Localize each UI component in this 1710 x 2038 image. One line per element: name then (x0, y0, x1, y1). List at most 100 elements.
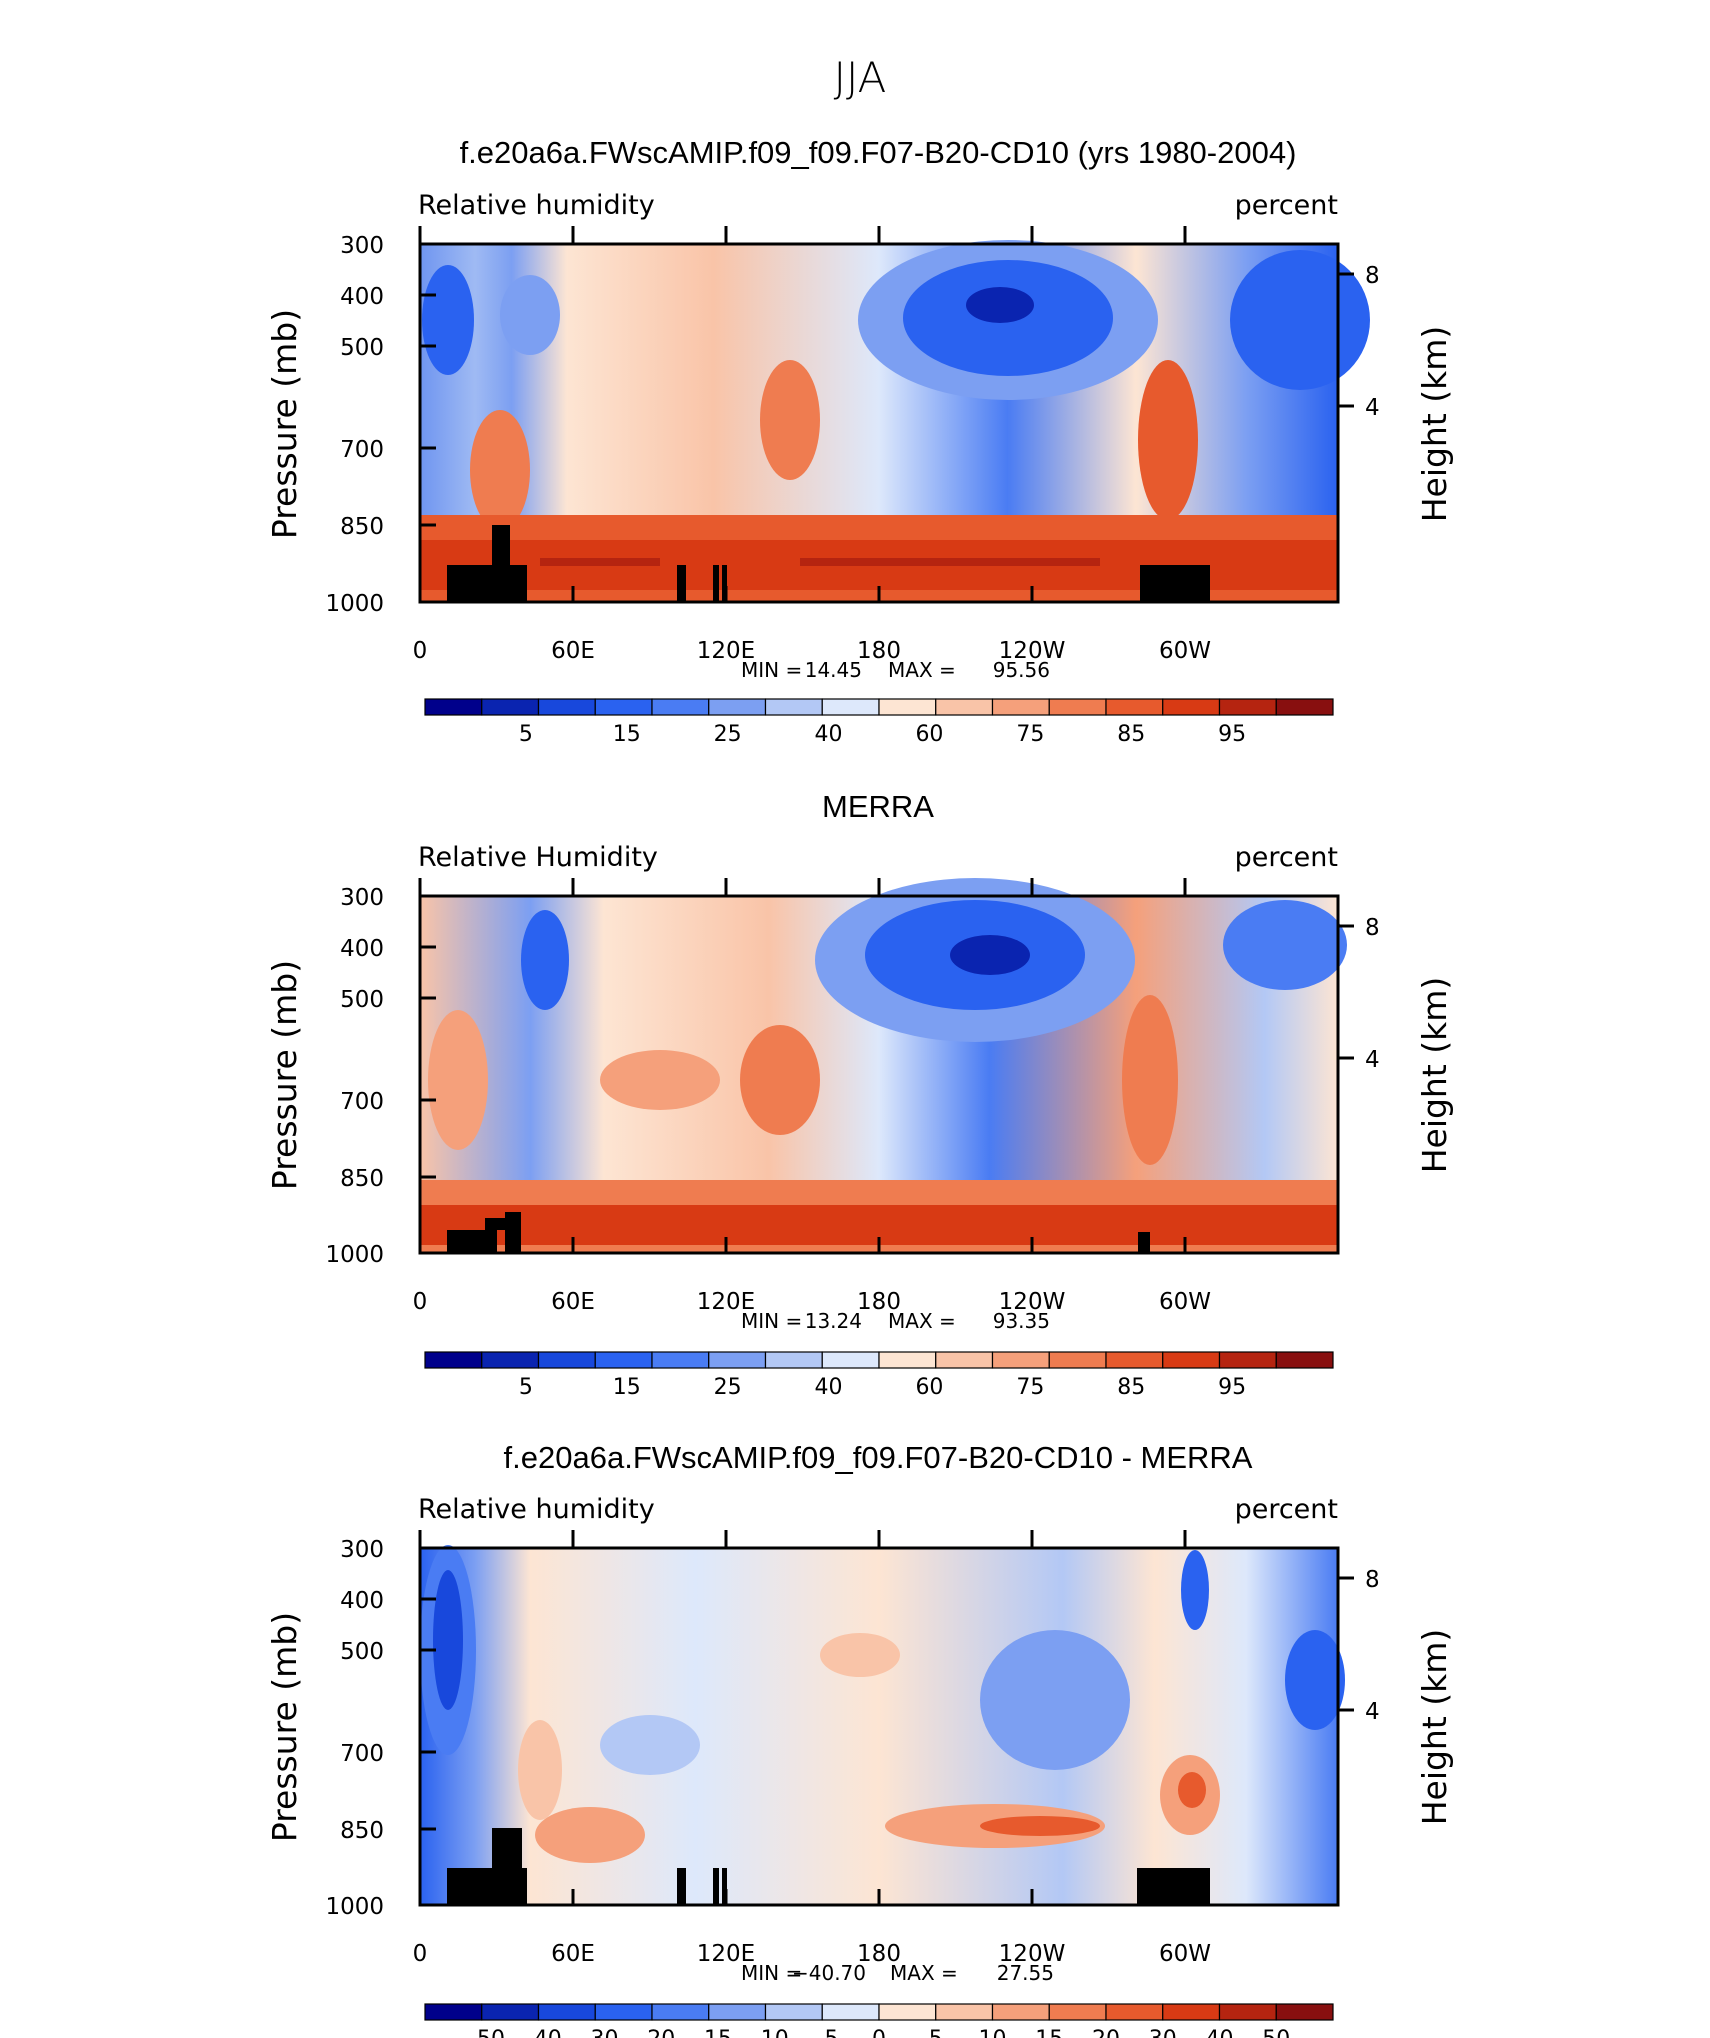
panel-3-y-axis-label: Pressure (mb) (265, 1612, 304, 1842)
panel-2-y-tick-label: 400 (340, 936, 384, 962)
colorbar-label: −30 (572, 2027, 618, 2038)
panel-3-min-value: −40.70 (792, 1961, 866, 1985)
panel-1-y-ticks (420, 242, 1354, 604)
colorbar-swatch (594, 2003, 653, 2021)
colorbar-swatch (878, 1351, 937, 1369)
panel-1-y-tick-label: 850 (340, 514, 384, 540)
colorbar-swatch (1048, 2003, 1107, 2021)
panel-1-min-label: MIN = (741, 658, 802, 682)
colorbar-label: 60 (915, 722, 943, 747)
colorbar-label: 5 (519, 722, 533, 747)
panel-3-right-string: percent (1235, 1494, 1338, 1525)
colorbar-label: 15 (1035, 2027, 1063, 2038)
panel-3-y-right-axis-label: Height (km) (1415, 1629, 1454, 1826)
colorbar-swatch (878, 698, 937, 716)
panel-2-height-tick-label: 8 (1365, 915, 1380, 941)
panel-3-max-label: MAX = (890, 1961, 958, 1985)
panel-3-x-tick-label: 60E (551, 1941, 595, 1967)
colorbar-swatch (1218, 698, 1277, 716)
colorbar-swatch (1105, 698, 1164, 716)
colorbar-label: 40 (815, 722, 843, 747)
colorbar-swatch (651, 698, 710, 716)
panel-2-title: MERRA (822, 789, 934, 824)
panel-3-min-label: MIN = (741, 1961, 802, 1985)
panel-1-x-ticks (418, 226, 1187, 602)
colorbar-swatch (651, 1351, 710, 1369)
colorbar-swatch (537, 2003, 596, 2021)
panel-1-x-tick-label: 60E (551, 638, 595, 664)
colorbar-swatch (821, 1351, 880, 1369)
colorbar-swatch (708, 698, 767, 716)
colorbar-swatch (1275, 2003, 1334, 2021)
colorbar-swatch (651, 2003, 710, 2021)
colorbar-swatch (481, 1351, 540, 1369)
panel-3-left-string: Relative humidity (418, 1494, 655, 1525)
panel-2-y-right-axis-label: Height (km) (1415, 977, 1454, 1174)
colorbar-swatch (764, 2003, 823, 2021)
panel-1-x-tick-label: 120E (697, 638, 755, 664)
panel-3-y-tick-label: 850 (340, 1818, 384, 1844)
colorbar-swatch (1162, 2003, 1221, 2021)
colorbar-swatch (481, 2003, 540, 2021)
panel-3-x-tick-label: 120W (999, 1941, 1066, 1967)
colorbar-label: 15 (613, 722, 641, 747)
colorbar-label: 10 (979, 2027, 1007, 2038)
colorbar-swatch (1162, 698, 1221, 716)
super-title: JJA (834, 53, 887, 102)
panel-3-y-tick-label: 1000 (325, 1894, 384, 1920)
panel-3-colorbar: −50−40−30−20−15−10−505101520304050 (424, 2003, 1334, 2038)
colorbar-swatch (1048, 698, 1107, 716)
colorbar-swatch (935, 698, 994, 716)
colorbar-label: −15 (686, 2027, 732, 2038)
colorbar-label: 85 (1117, 722, 1145, 747)
panel-2-left-string: Relative Humidity (418, 842, 658, 873)
panel-2-x-tick-label: 60E (551, 1289, 595, 1315)
panel-1-colorbar: 5 15 25 40 60 75 85 95 (424, 698, 1334, 747)
colorbar-swatch (991, 698, 1050, 716)
colorbar-swatch (1048, 1351, 1107, 1369)
colorbar-swatch (935, 1351, 994, 1369)
panel-1-x-tick-label: 180 (857, 638, 901, 664)
colorbar-label: 15 (613, 1375, 641, 1400)
colorbar-label: 50 (1262, 2027, 1290, 2038)
panel-1-x-tick-label: 0 (413, 638, 428, 664)
colorbar-swatch (1275, 698, 1334, 716)
colorbar-label: −5 (806, 2027, 838, 2038)
colorbar-swatch (537, 1351, 596, 1369)
panel-3-y-ticks (420, 1546, 1354, 1907)
panel-2-y-ticks (420, 894, 1354, 1255)
colorbar-swatch (991, 2003, 1050, 2021)
panel-2-y-tick-label: 500 (340, 987, 384, 1013)
colorbar-label: 95 (1218, 722, 1246, 747)
colorbar-label: 40 (1206, 2027, 1234, 2038)
colorbar-swatch (821, 698, 880, 716)
panel-1-left-string: Relative humidity (418, 190, 655, 221)
panel-2-y-axis-label: Pressure (mb) (265, 960, 304, 1190)
panel-1-right-string: percent (1235, 190, 1338, 221)
colorbar-label: 40 (815, 1375, 843, 1400)
colorbar-swatch (708, 1351, 767, 1369)
panel-1-height-tick-label: 4 (1365, 395, 1380, 421)
panel-1-title: f.e20a6a.FWscAMIP.f09_f09.F07-B20-CD10 (… (460, 135, 1297, 170)
panel-2-x-tick-label: 120E (697, 1289, 755, 1315)
colorbar-swatch (764, 698, 823, 716)
panel-2-min-value: 13.24 (805, 1309, 862, 1333)
panel-2-x-tick-label: 120W (999, 1289, 1066, 1315)
colorbar-swatch (1162, 1351, 1221, 1369)
panel-2-x-tick-label: 0 (413, 1289, 428, 1315)
panel-2-x-tick-label: 60W (1159, 1289, 1211, 1315)
colorbar-swatch (424, 2003, 483, 2021)
panel-1-y-tick-label: 500 (340, 335, 384, 361)
panel-3-y-tick-label: 300 (340, 1537, 384, 1563)
panel-3-title: f.e20a6a.FWscAMIP.f09_f09.F07-B20-CD10 -… (504, 1440, 1253, 1475)
colorbar-swatch (821, 2003, 880, 2021)
panel-2-max-label: MAX = (888, 1309, 956, 1333)
panel-3-y-tick-label: 700 (340, 1741, 384, 1767)
colorbar-swatch (424, 1351, 483, 1369)
colorbar-label: 0 (872, 2027, 886, 2038)
colorbar-label: −40 (515, 2027, 561, 2038)
panel-2-y-tick-label: 300 (340, 885, 384, 911)
panel-2-topography (447, 1212, 1150, 1253)
colorbar-swatch (594, 698, 653, 716)
colorbar-swatch (481, 698, 540, 716)
